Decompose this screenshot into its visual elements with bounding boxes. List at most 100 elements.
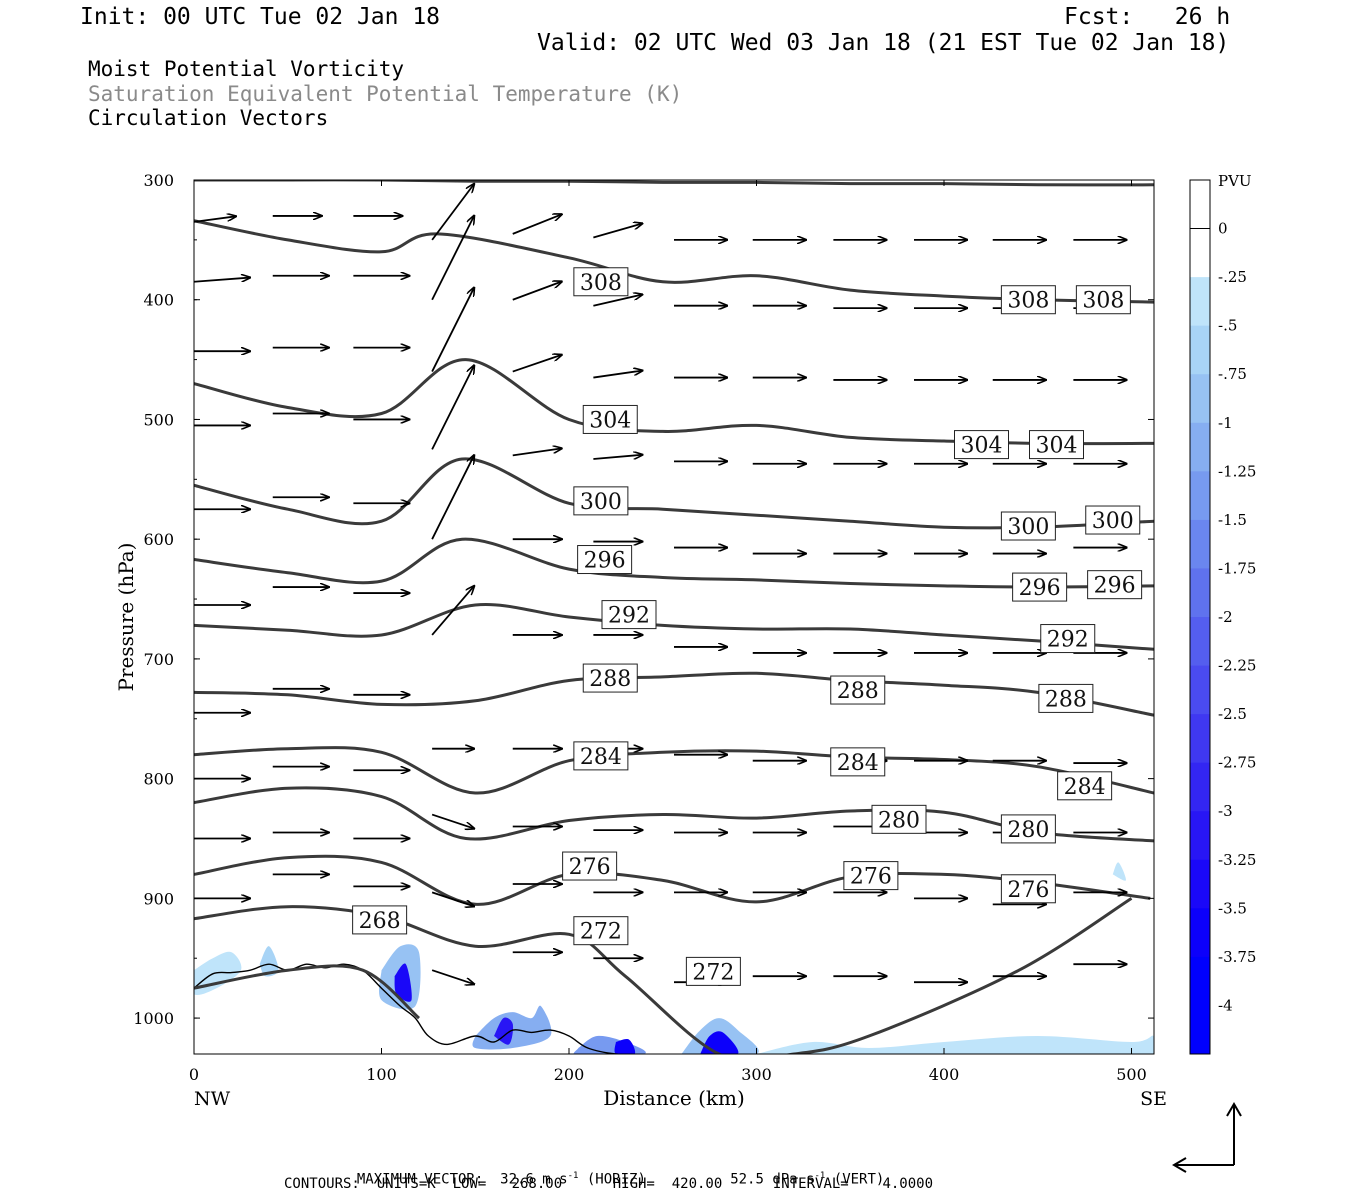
y-tick-label: 500	[143, 410, 174, 429]
colorbar-label: -1.5	[1218, 511, 1247, 529]
vector	[512, 355, 562, 373]
colorbar-cell	[1190, 762, 1210, 812]
max-vert: 52.5 dPa s	[730, 1171, 815, 1188]
contour-labels: 308 308 308 304 304 304 300 300 300 296 296 296 292 2…	[352, 267, 1143, 986]
contour-label-box	[843, 861, 899, 891]
colorbar-label: -4	[1218, 996, 1233, 1014]
colorbar-label: -3.5	[1218, 899, 1247, 917]
x-tick-label: 500	[1116, 1065, 1147, 1084]
vector	[431, 288, 474, 372]
plot-frame	[193, 179, 1155, 1055]
vector	[512, 448, 562, 457]
contour-label: 300	[580, 490, 622, 515]
contour-label-box	[582, 404, 638, 434]
reference-vector-icon	[1172, 1102, 1242, 1173]
contour-label: 304	[1036, 434, 1078, 459]
colorbar-label: -2.5	[1218, 705, 1247, 723]
colorbar-label: -3	[1218, 802, 1233, 820]
contour-label: 268	[359, 909, 401, 934]
y-tick-label: 400	[143, 291, 174, 310]
vector	[593, 455, 642, 460]
contour-296	[194, 537, 1154, 589]
contour-label: 280	[878, 808, 920, 833]
vector	[512, 282, 562, 301]
contour-272	[194, 897, 1133, 1054]
vector	[512, 214, 562, 235]
contour-280	[194, 786, 1154, 843]
max-horiz-tag: (HORIZ)	[586, 1171, 646, 1188]
colorbar-cell	[1190, 811, 1210, 861]
colorbar-label: -1	[1218, 414, 1233, 432]
contour-label: 276	[850, 865, 892, 890]
contour-label: 292	[608, 604, 650, 629]
colorbar-cell	[1190, 908, 1210, 958]
pv-region	[494, 1017, 514, 1045]
contour-284	[194, 746, 1154, 795]
colorbar-label: -1.75	[1218, 559, 1256, 577]
contour-label: 276	[1007, 878, 1049, 903]
contour-label-box	[1087, 570, 1143, 600]
colorbar-label: -.5	[1218, 317, 1237, 335]
contour-308	[194, 219, 1154, 304]
forecast-hour: Fcst: 26 h	[1064, 4, 1231, 30]
title-thetaes: Saturation Equivalent Potential Temperat…	[88, 82, 683, 106]
colorbar-label: -2.75	[1218, 754, 1256, 772]
colorbar-cell	[1190, 665, 1210, 715]
colorbar-cell	[1190, 471, 1210, 521]
max-vert-unit: -1	[814, 1171, 826, 1181]
colorbar-cell	[1190, 180, 1210, 230]
contour-label-box	[573, 486, 629, 516]
x-tick-label: 100	[366, 1065, 397, 1084]
contour-label: 304	[589, 408, 631, 433]
colorbar-cell	[1190, 859, 1210, 909]
contour-312	[194, 180, 1154, 187]
pv-region	[1112, 862, 1126, 881]
contour-292	[194, 603, 1154, 651]
contour-label-box	[582, 663, 638, 693]
colorbar-label: -2	[1218, 608, 1233, 626]
x-end-nw: NW	[194, 1088, 231, 1110]
colorbar-cell	[1190, 1005, 1210, 1055]
contour-label: 288	[1045, 687, 1087, 712]
x-tick-label: 0	[189, 1065, 199, 1084]
colorbar-label: -3.25	[1218, 851, 1256, 869]
contour-label: 300	[1092, 509, 1134, 534]
x-axis-label: Distance (km)	[603, 1086, 745, 1110]
y-tick-label: 700	[143, 650, 174, 669]
vector	[431, 365, 474, 450]
contour-label-box	[573, 916, 629, 946]
vector	[593, 371, 642, 379]
x-end-se: SE	[1140, 1088, 1167, 1110]
valid-time: Valid: 02 UTC Wed 03 Jan 18 (21 EST Tue …	[537, 30, 1230, 56]
title-vectors: Circulation Vectors	[88, 106, 329, 130]
y-tick-label: 600	[143, 530, 174, 549]
vector	[431, 455, 474, 540]
contour-label: 284	[1064, 775, 1106, 800]
pv-region	[614, 1039, 636, 1054]
contour-label: 272	[580, 920, 622, 945]
pv-region	[756, 1035, 1154, 1054]
colorbar-cell	[1190, 568, 1210, 618]
max-vector-line: MAXIMUM VECTOR: 32.6 m s-1 (HORIZ) 52.5 …	[340, 1158, 884, 1187]
contour-label-box	[1029, 430, 1084, 460]
colorbar-label: -.25	[1218, 268, 1247, 286]
contour-268	[194, 964, 421, 1020]
contour-304	[194, 358, 1154, 446]
contour-label: 292	[1047, 628, 1089, 653]
y-tick-label: 900	[143, 889, 174, 908]
max-horiz-unit: -1	[567, 1171, 579, 1181]
contour-label: 300	[1007, 515, 1049, 540]
colorbar-cell	[1190, 519, 1210, 569]
colorbar-label: 0	[1218, 220, 1228, 238]
y-tick-label: 300	[143, 171, 174, 190]
x-tick-label: 400	[929, 1065, 960, 1084]
contour-label: 288	[837, 679, 879, 704]
contour-label-box	[1057, 771, 1113, 801]
y-tick-label: 1000	[133, 1009, 174, 1028]
contour-label-box	[830, 675, 886, 705]
contour-label: 284	[580, 745, 622, 770]
colorbar-cell	[1190, 228, 1210, 278]
contour-label: 296	[1094, 574, 1136, 599]
contour-label: 308	[1082, 289, 1124, 314]
colorbar-label: -1.25	[1218, 462, 1256, 480]
